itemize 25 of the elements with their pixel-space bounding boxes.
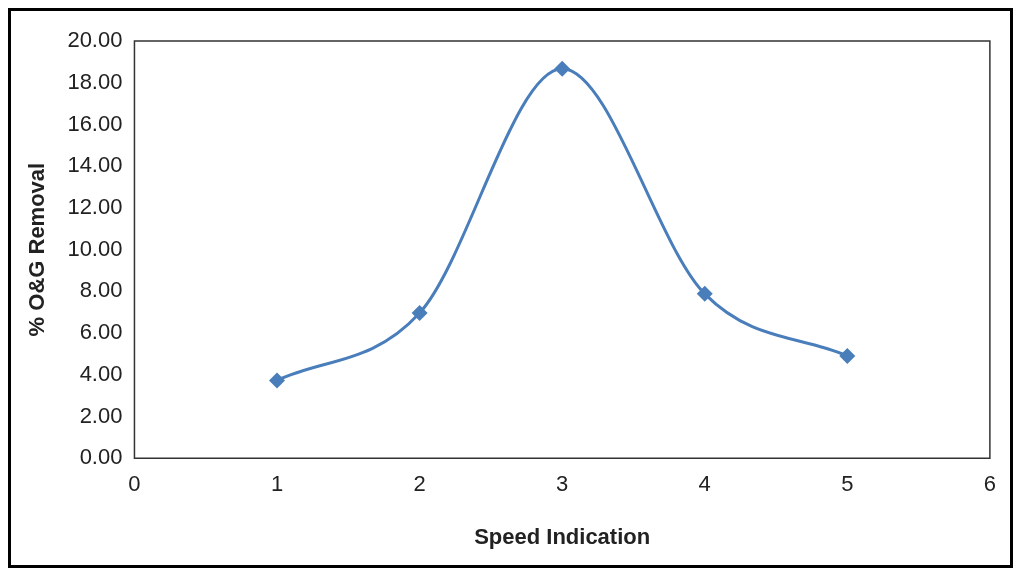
point xyxy=(269,372,286,389)
y-tick-label: 4.00 xyxy=(79,360,123,386)
y-tick-label: 8.00 xyxy=(79,277,123,303)
x-tick-label: 1 xyxy=(270,471,284,497)
x-axis-title: Speed Indication xyxy=(474,523,651,549)
y-tick-label: 16.00 xyxy=(67,110,123,136)
y-axis-title: % O&G Removal xyxy=(24,162,50,337)
x-tick-label: 2 xyxy=(413,471,426,497)
y-tick-label: 20.00 xyxy=(67,27,123,53)
point xyxy=(554,60,571,77)
y-tick-label: 14.00 xyxy=(67,152,123,178)
y-tick-label: 10.00 xyxy=(67,235,123,261)
x-tick-label: 0 xyxy=(128,471,141,497)
x-tick-label: 6 xyxy=(983,471,997,497)
x-tick-label: 5 xyxy=(841,471,854,497)
y-tick-label: 6.00 xyxy=(79,319,123,345)
y-tick-label: 2.00 xyxy=(79,402,123,428)
point xyxy=(411,305,428,322)
y-tick-label: 0.00 xyxy=(79,444,123,470)
point xyxy=(696,285,713,302)
y-tick-label: 18.00 xyxy=(67,68,123,94)
x-tick-label: 3 xyxy=(556,471,569,497)
y-tick-label: 12.00 xyxy=(67,193,123,219)
point xyxy=(839,347,856,364)
x-tick-label: 4 xyxy=(698,471,711,497)
